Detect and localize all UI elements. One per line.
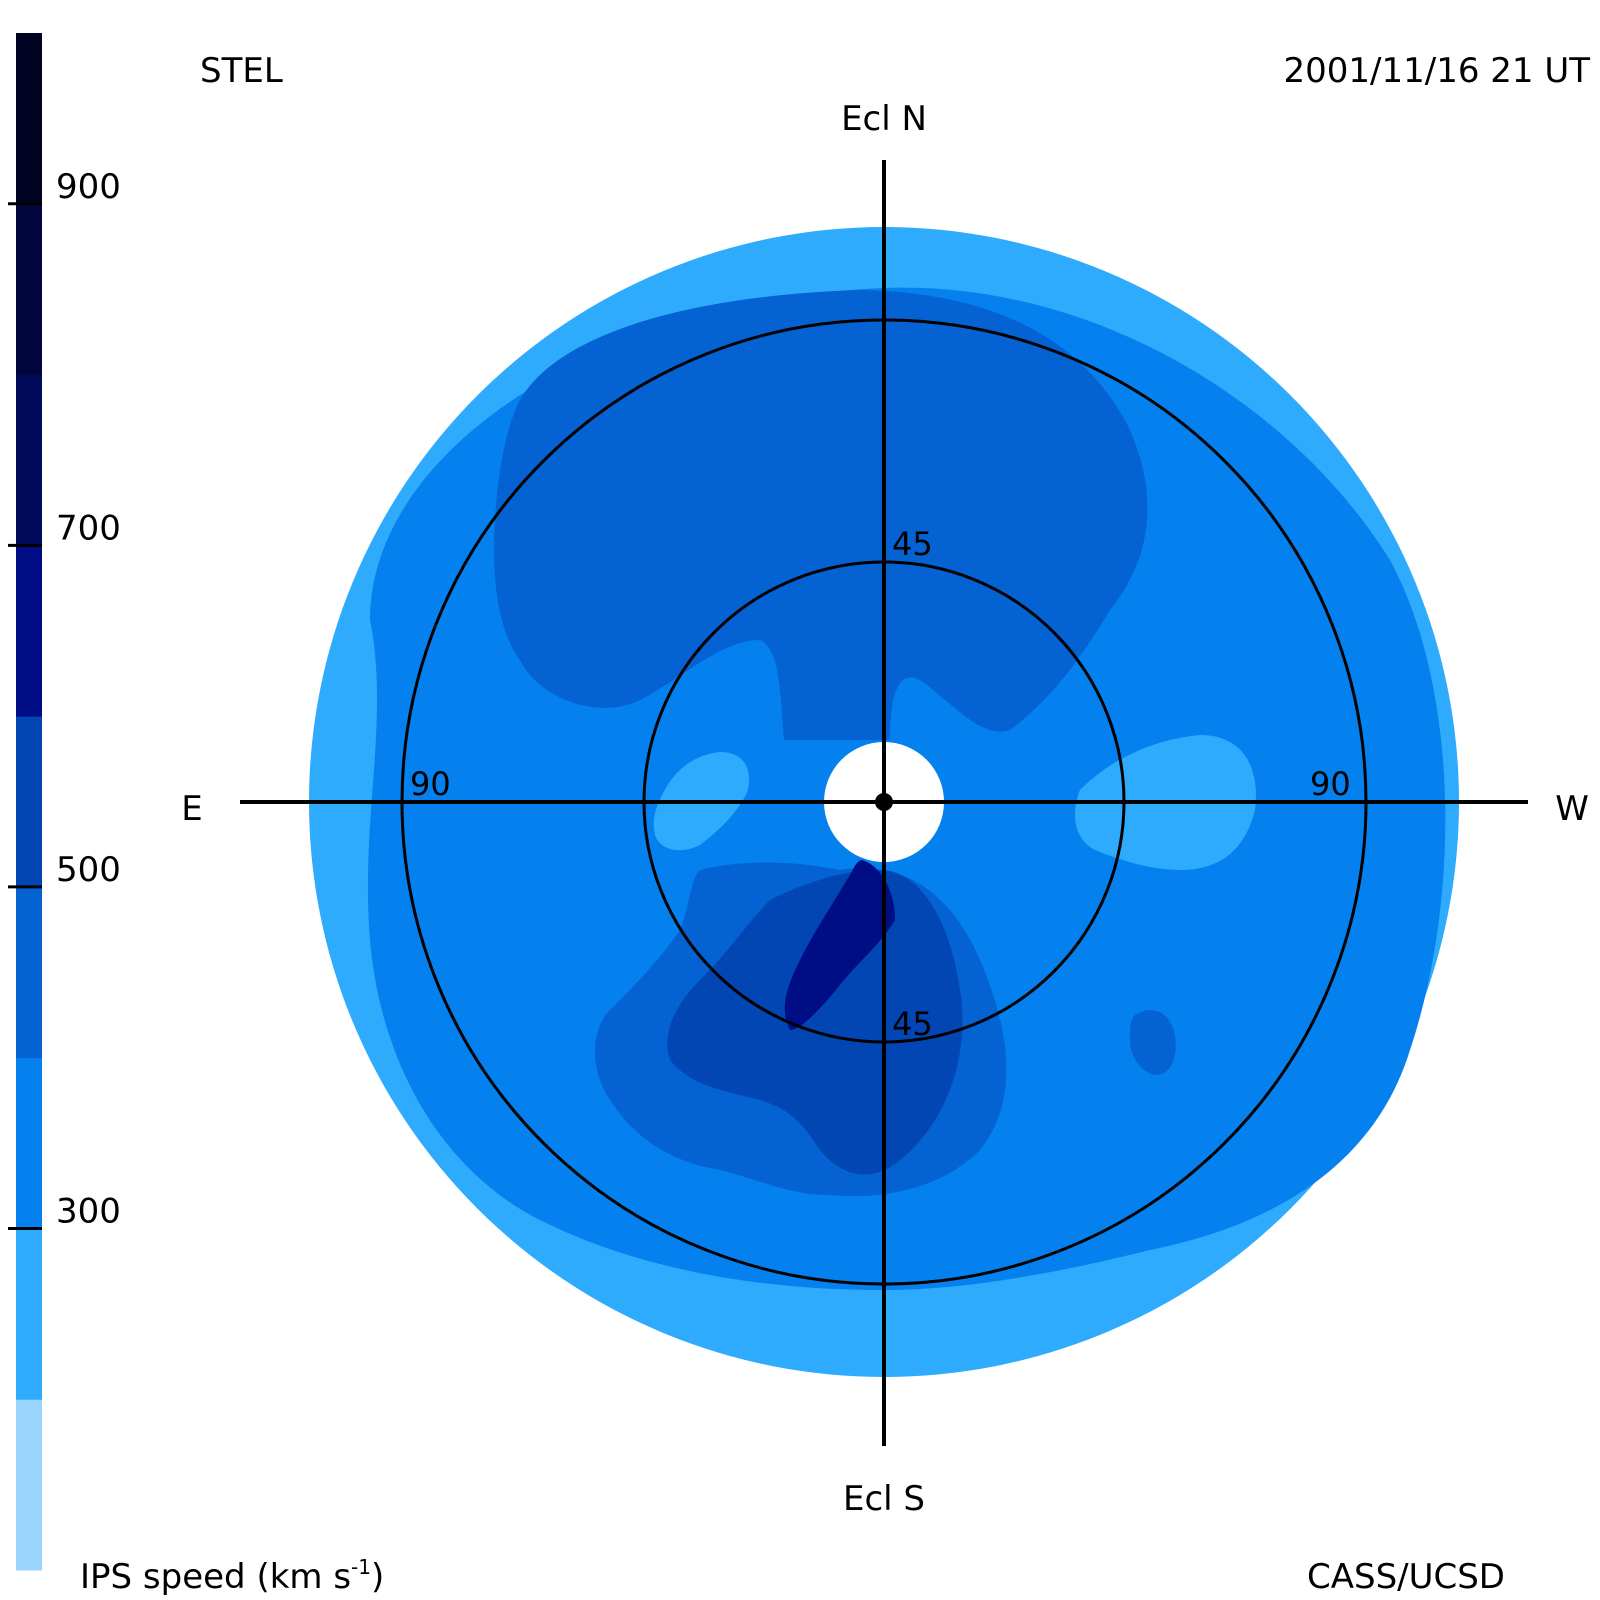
colorbar-tick-label-500: 500 bbox=[56, 850, 121, 890]
ring-label-45-north: 45 bbox=[892, 525, 933, 563]
ring-label-45-south: 45 bbox=[892, 1005, 933, 1043]
direction-west: W bbox=[1555, 789, 1589, 829]
colorbar-tick-label-700: 700 bbox=[56, 508, 121, 548]
north-lobe bbox=[494, 290, 1148, 740]
south-peak bbox=[784, 860, 895, 1030]
colorbar: 300 500 700 900 bbox=[8, 33, 121, 1571]
ring-label-90-west: 90 bbox=[1310, 765, 1351, 803]
colorbar-bin-100-200 bbox=[16, 1399, 42, 1571]
colorbar-title: IPS speed (km s-1) bbox=[80, 1555, 384, 1597]
colorbar-bin-800-900 bbox=[16, 203, 42, 376]
colorbar-bin-700-800 bbox=[16, 374, 42, 546]
colorbar-bin-400-500 bbox=[16, 886, 42, 1059]
ring-label-90-east: 90 bbox=[410, 765, 451, 803]
colorbar-bin-600-700 bbox=[16, 545, 42, 717]
west-dark-spot bbox=[1130, 1010, 1176, 1075]
direction-south: Ecl S bbox=[843, 1479, 925, 1519]
sun-center-dot bbox=[875, 793, 893, 811]
datetime-label: 2001/11/16 21 UT bbox=[1284, 51, 1591, 91]
colorbar-bin-500-600 bbox=[16, 716, 42, 888]
south-core bbox=[667, 870, 963, 1175]
colorbar-title-main: IPS speed (km s bbox=[80, 1557, 351, 1597]
colorbar-title-sup: -1 bbox=[351, 1555, 371, 1579]
colorbar-tick-label-900: 900 bbox=[56, 167, 121, 207]
colorbar-bin-200-300 bbox=[16, 1228, 42, 1400]
credit-label: CASS/UCSD bbox=[1307, 1557, 1505, 1597]
observatory-label: STEL bbox=[200, 51, 283, 91]
grid bbox=[240, 160, 1528, 1446]
colorbar-bin-300-400 bbox=[16, 1057, 42, 1229]
colorbar-title-close: ) bbox=[371, 1557, 384, 1597]
colorbar-bin-900-1000 bbox=[16, 33, 42, 205]
direction-north: Ecl N bbox=[841, 99, 927, 139]
direction-east: E bbox=[181, 789, 202, 829]
colorbar-tick-label-300: 300 bbox=[56, 1191, 121, 1231]
